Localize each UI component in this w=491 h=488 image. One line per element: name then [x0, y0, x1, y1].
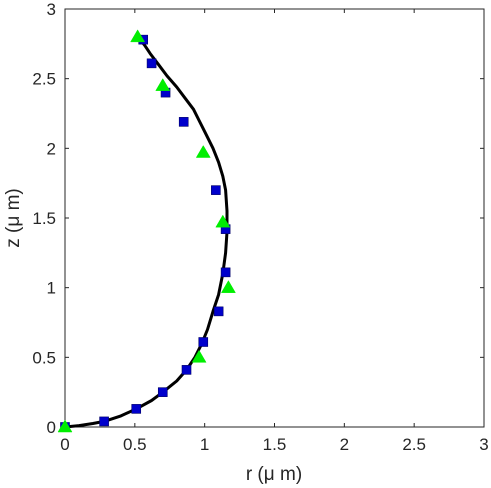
square-marker: [131, 404, 142, 414]
y-tick-label: 1: [47, 279, 56, 298]
x-tick-labels: 0 0.5 1 1.5 2 2.5 3: [60, 435, 488, 454]
y-tick-label: 2.5: [32, 70, 56, 89]
triangle-marker: [130, 29, 146, 43]
square-marker: [178, 117, 189, 127]
y-tick-label: 0.5: [32, 348, 56, 367]
square-marker: [211, 185, 221, 195]
triangle-marker: [195, 145, 211, 158]
x-tick-label: 0.5: [123, 435, 147, 454]
axis-ticks: [64, 8, 485, 428]
x-tick-label: 1.5: [263, 435, 287, 454]
y-tick-labels: 0 0.5 1 1.5 2 2.5 3: [32, 0, 56, 437]
plot-series: [57, 29, 236, 433]
square-marker: [146, 58, 157, 69]
plot-area: [64, 8, 485, 428]
y-tick-label: 2: [47, 139, 56, 158]
square-marker: [220, 267, 231, 278]
square-marker: [198, 337, 209, 347]
x-tick-label: 2: [340, 435, 349, 454]
triangle-marker: [57, 419, 73, 433]
curve-line: [63, 36, 229, 429]
x-tick-label: 2.5: [402, 435, 426, 454]
triangle-marker: [220, 280, 236, 293]
x-tick-label: 1: [200, 435, 209, 454]
triangle-marker: [191, 349, 207, 363]
square-marker: [157, 387, 168, 397]
x-tick-label: 0: [60, 435, 69, 454]
square-marker: [213, 306, 224, 317]
y-tick-label: 3: [47, 0, 56, 19]
y-axis-label: z (μ m): [3, 188, 24, 248]
y-tick-label: 1.5: [32, 209, 56, 228]
triangle-marker: [215, 214, 231, 228]
square-marker: [181, 365, 192, 375]
x-axis-label: r (μ m): [246, 464, 302, 485]
y-tick-label: 0: [47, 418, 56, 437]
square-marker: [99, 416, 109, 427]
triangle-marker: [155, 78, 171, 91]
x-tick-label: 3: [479, 435, 488, 454]
